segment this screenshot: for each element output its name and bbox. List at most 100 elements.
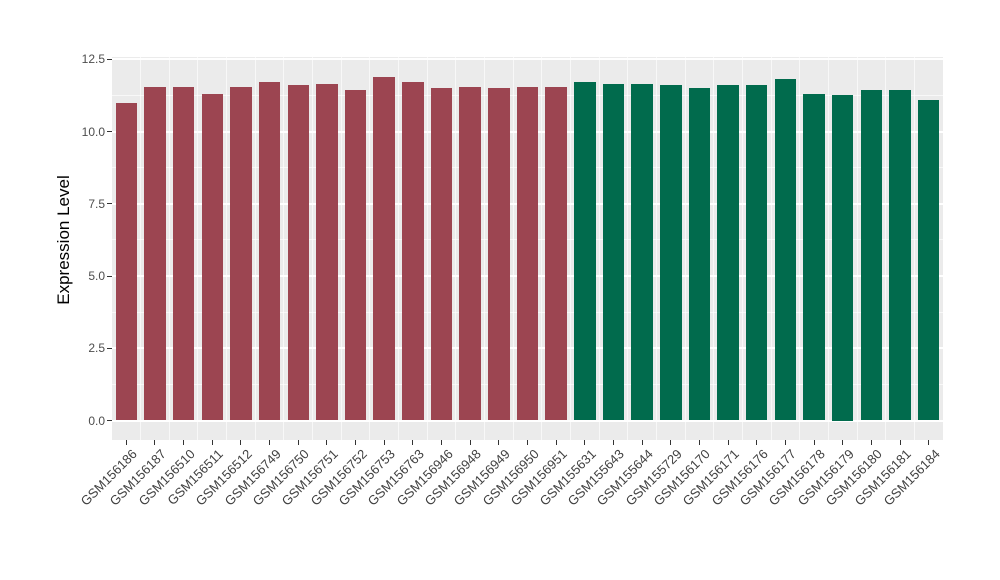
y-tick-label: 12.5 — [81, 52, 105, 67]
bar-GSM156186 — [115, 102, 138, 421]
gridline-vertical — [455, 57, 457, 440]
bar-GSM156187 — [144, 86, 166, 421]
bar-GSM156752 — [344, 89, 367, 421]
y-tick-mark — [107, 203, 112, 205]
bar-GSM156179 — [831, 95, 854, 421]
x-tick-mark — [154, 440, 156, 445]
gridline-vertical — [512, 57, 514, 440]
bar-GSM156181 — [889, 89, 911, 421]
gridline-vertical — [827, 57, 829, 440]
gridline-vertical — [254, 57, 256, 440]
x-tick-mark — [727, 440, 729, 445]
x-tick-mark — [183, 440, 185, 445]
gridline-vertical — [140, 57, 142, 440]
bar-GSM155729 — [660, 85, 682, 421]
bar-GSM156176 — [745, 85, 768, 421]
gridline-vertical — [799, 57, 801, 440]
x-tick-mark — [498, 440, 500, 445]
x-tick-mark — [383, 440, 385, 445]
bar-GSM156171 — [717, 85, 739, 421]
y-tick-mark — [107, 275, 112, 277]
gridline-vertical — [885, 57, 887, 440]
bar-GSM156949 — [488, 88, 510, 421]
x-tick-mark — [441, 440, 443, 445]
x-tick-mark — [641, 440, 643, 445]
bar-GSM156178 — [803, 93, 825, 421]
bar-GSM156177 — [774, 79, 797, 421]
gridline-vertical — [340, 57, 342, 440]
x-tick-mark — [612, 440, 614, 445]
bar-GSM156951 — [545, 86, 567, 421]
y-axis-title: Expression Level — [54, 174, 73, 305]
bar-GSM155643 — [602, 83, 625, 421]
bar-GSM156950 — [516, 86, 539, 421]
y-tick-mark — [107, 420, 112, 421]
gridline-vertical — [655, 57, 657, 440]
bar-GSM155631 — [574, 82, 596, 421]
x-tick-mark — [269, 440, 271, 445]
gridline-vertical — [283, 57, 285, 440]
y-tick-mark — [107, 131, 112, 132]
gridline-vertical — [598, 57, 600, 440]
y-tick-label: 5.0 — [88, 269, 105, 283]
gridline-vertical — [426, 57, 428, 440]
gridline-vertical — [541, 57, 543, 440]
x-tick-mark — [555, 440, 557, 445]
y-tick-label: 0.0 — [88, 413, 105, 428]
x-tick-mark — [297, 440, 299, 445]
x-tick-mark — [899, 440, 901, 445]
gridline-vertical — [369, 57, 371, 440]
x-tick-mark — [784, 440, 786, 445]
gridline-vertical — [627, 57, 629, 440]
bar-GSM156170 — [688, 88, 711, 421]
x-tick-mark — [355, 440, 357, 445]
bar-GSM156180 — [860, 89, 883, 421]
gridline-vertical — [197, 57, 199, 440]
gridline-vertical — [398, 57, 400, 440]
bar-GSM156749 — [258, 82, 281, 421]
x-tick-mark — [412, 440, 414, 445]
gridline-vertical — [913, 57, 915, 440]
x-tick-mark — [928, 440, 930, 445]
y-tick-label: 7.5 — [88, 196, 105, 211]
bar-GSM156750 — [287, 85, 309, 421]
gridline-vertical — [168, 57, 170, 440]
bar-GSM156510 — [172, 86, 195, 421]
gridline-vertical — [569, 57, 571, 440]
y-tick-label: 2.5 — [88, 341, 105, 356]
gridline-vertical — [684, 57, 686, 440]
x-tick-mark — [125, 440, 127, 445]
bar-GSM156946 — [430, 88, 453, 421]
bar-GSM156751 — [316, 83, 338, 421]
gridline-major — [112, 58, 943, 61]
gridline-vertical — [226, 57, 228, 440]
x-tick-mark — [870, 440, 872, 445]
gridline-vertical — [312, 57, 314, 440]
x-tick-mark — [326, 440, 328, 445]
gridline-vertical — [484, 57, 486, 440]
bar-GSM156948 — [459, 86, 481, 421]
y-tick-mark — [107, 347, 112, 349]
x-tick-mark — [842, 440, 844, 445]
x-tick-mark — [698, 440, 700, 445]
x-tick-mark — [240, 440, 242, 445]
bar-GSM156511 — [201, 93, 224, 421]
x-tick-mark — [670, 440, 672, 445]
bar-GSM156763 — [402, 82, 424, 421]
gridline-vertical — [713, 57, 715, 440]
gridline-major — [112, 419, 943, 422]
x-tick-mark — [813, 440, 815, 445]
gridline-vertical — [770, 57, 772, 440]
x-tick-mark — [211, 440, 213, 445]
bar-GSM155644 — [631, 83, 653, 421]
gridline-vertical — [856, 57, 858, 440]
x-tick-mark — [584, 440, 586, 445]
gridline-vertical — [741, 57, 743, 440]
bar-GSM156753 — [373, 76, 395, 421]
x-tick-mark — [527, 440, 528, 445]
bar-GSM156512 — [230, 86, 252, 421]
x-tick-mark — [469, 440, 471, 445]
bar-GSM156184 — [917, 99, 940, 421]
y-tick-label: 10.0 — [81, 124, 105, 139]
